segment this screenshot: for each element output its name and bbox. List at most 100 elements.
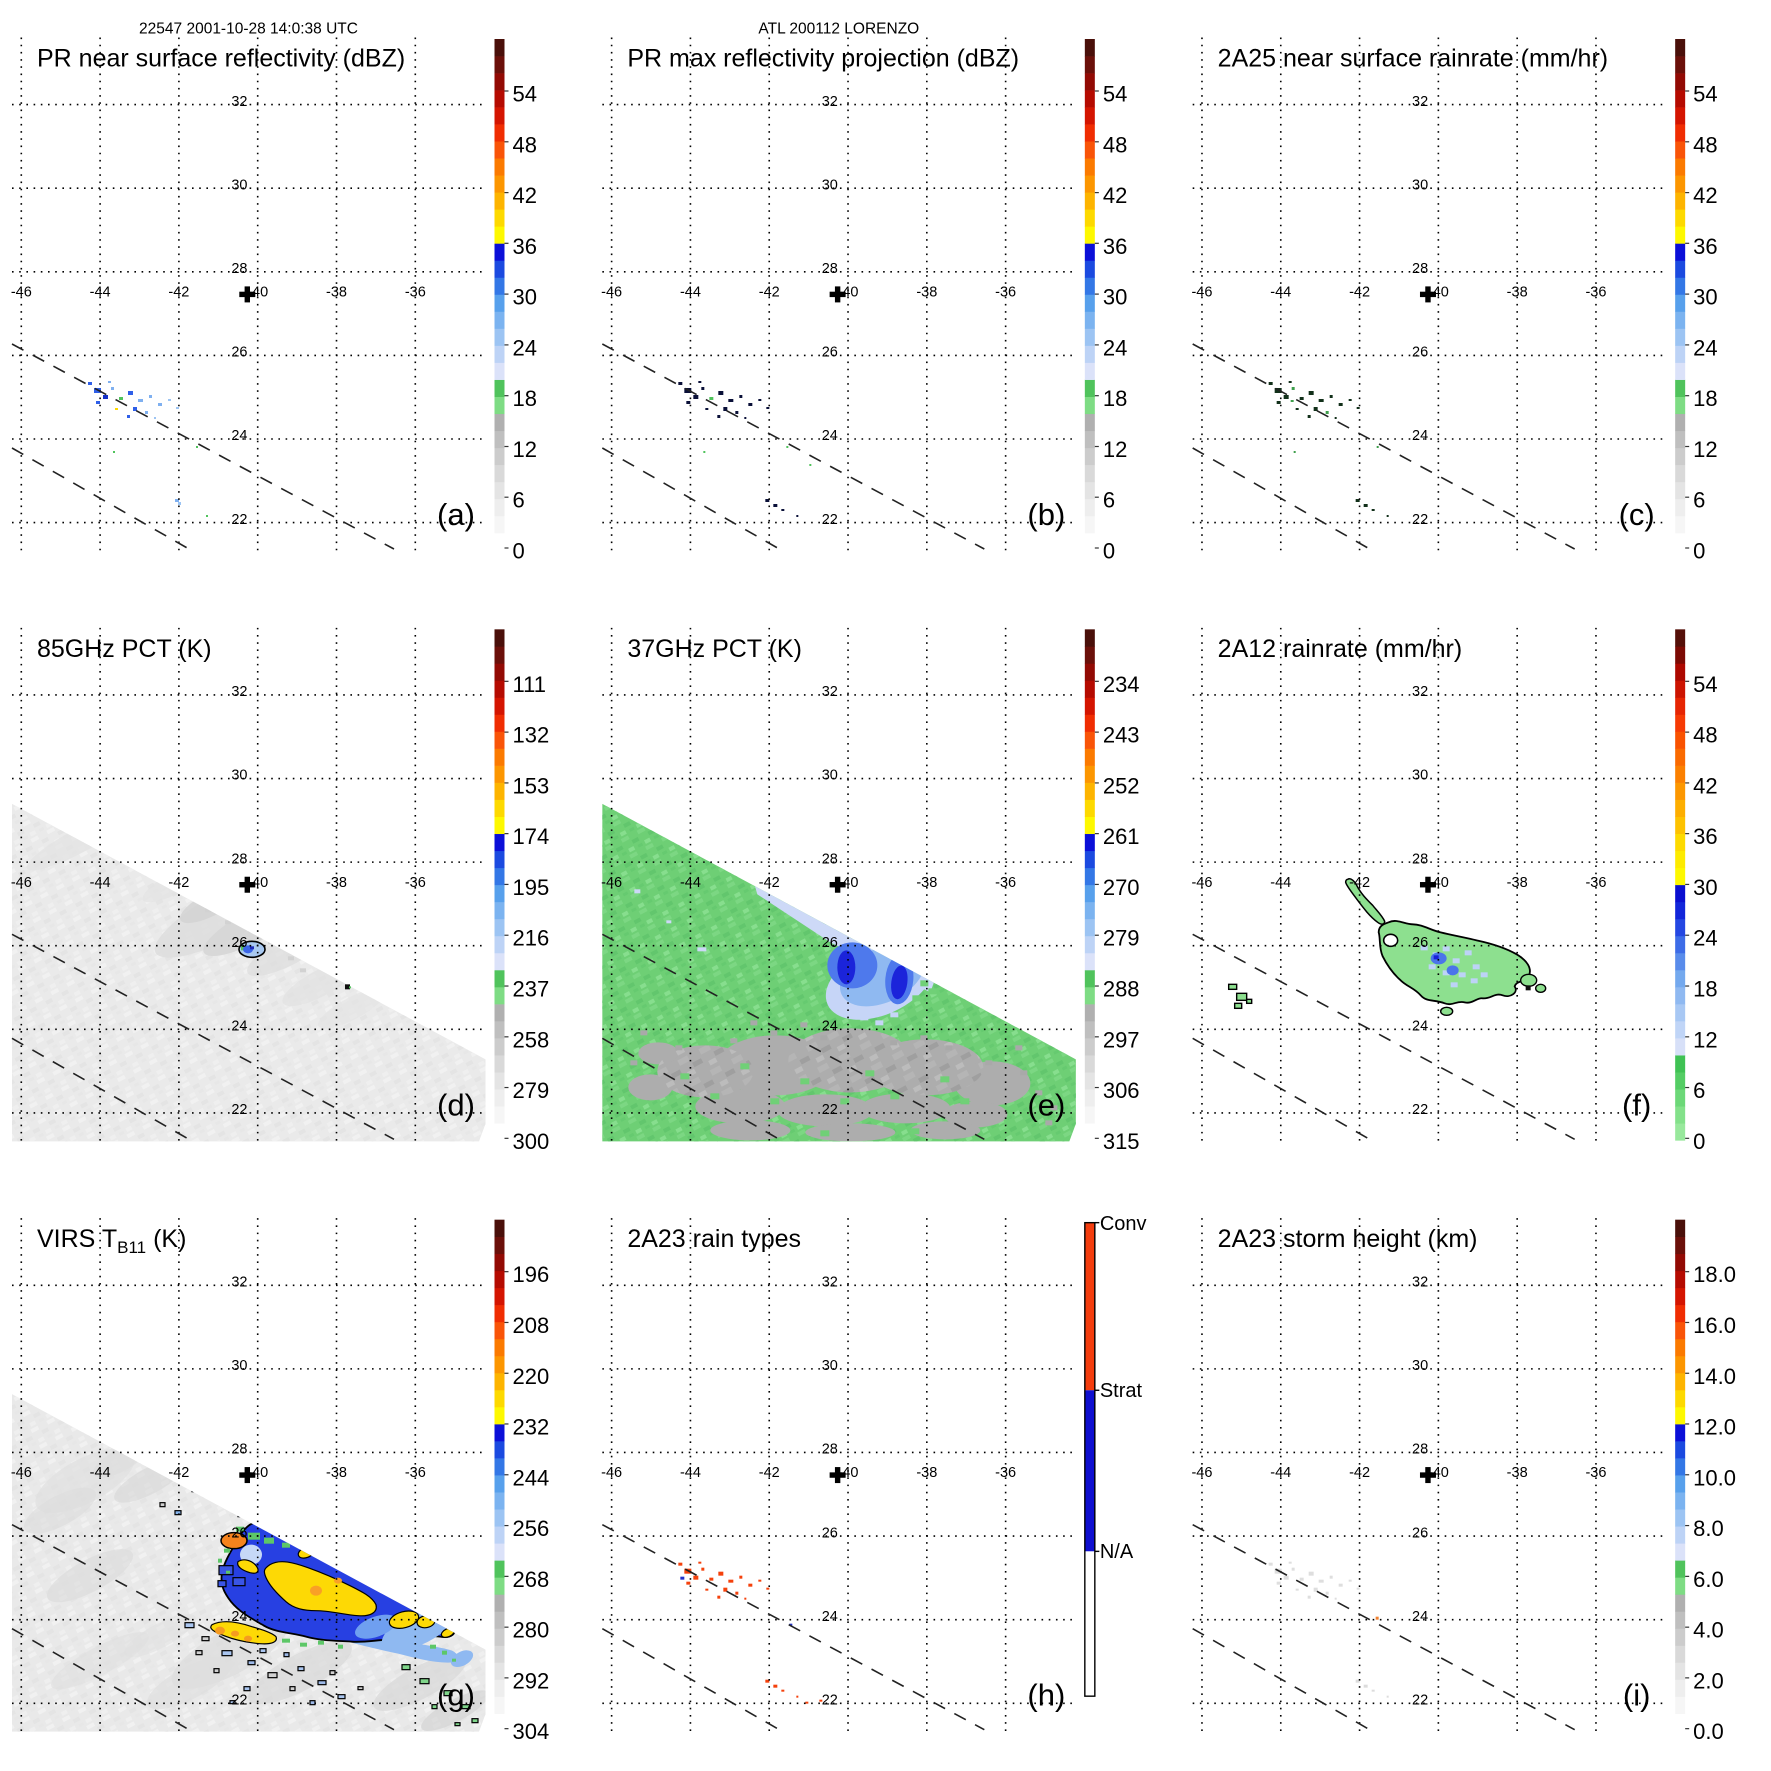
svg-text:42: 42 [1103,183,1127,208]
svg-text:2.0: 2.0 [1693,1668,1724,1693]
svg-text:2A23 rain types: 2A23 rain types [627,1225,801,1253]
svg-text:22547 2001-10-28 14:0:38 UTC: 22547 2001-10-28 14:0:38 UTC [139,21,358,38]
svg-text:12: 12 [1693,1027,1717,1052]
svg-text:195: 195 [513,875,550,900]
svg-text:216: 216 [513,926,550,951]
svg-text:4.0: 4.0 [1693,1618,1724,1643]
svg-text:244: 244 [513,1465,550,1490]
svg-text:220: 220 [513,1364,550,1389]
svg-text:48: 48 [1103,132,1127,157]
svg-text:(e): (e) [1027,1087,1065,1122]
svg-text:208: 208 [513,1313,550,1338]
svg-text:PR near surface reflectivity (: PR near surface reflectivity (dBZ) [37,45,405,73]
svg-text:30: 30 [513,285,537,310]
svg-text:2A12 rainrate (mm/hr): 2A12 rainrate (mm/hr) [1218,635,1463,663]
svg-text:(a): (a) [437,497,475,532]
svg-text:30: 30 [1693,875,1717,900]
svg-text:6: 6 [1693,488,1705,513]
svg-text:18.0: 18.0 [1693,1262,1736,1287]
svg-text:261: 261 [1103,824,1140,849]
svg-text:6.0: 6.0 [1693,1567,1724,1592]
svg-text:(i): (i) [1623,1678,1651,1713]
svg-text:174: 174 [513,824,550,849]
svg-text:315: 315 [1103,1129,1140,1154]
svg-text:24: 24 [1103,335,1127,360]
svg-text:(b): (b) [1027,497,1065,532]
svg-text:30: 30 [1693,285,1717,310]
svg-text:304: 304 [513,1719,550,1744]
svg-text:153: 153 [513,773,550,798]
svg-text:18: 18 [1693,977,1717,1002]
svg-text:279: 279 [513,1078,550,1103]
svg-text:12.0: 12.0 [1693,1414,1736,1439]
svg-text:18: 18 [1103,386,1127,411]
svg-text:292: 292 [513,1668,550,1693]
svg-text:ATL 200112 LORENZO: ATL 200112 LORENZO [758,21,919,38]
svg-text:0: 0 [513,539,525,564]
svg-text:0: 0 [1693,539,1705,564]
svg-text:16.0: 16.0 [1693,1313,1736,1338]
svg-text:6: 6 [513,488,525,513]
svg-text:234: 234 [1103,672,1140,697]
svg-text:252: 252 [1103,773,1140,798]
svg-text:24: 24 [1693,335,1717,360]
svg-text:(g): (g) [437,1678,475,1713]
svg-text:48: 48 [1693,132,1717,157]
svg-text:280: 280 [513,1618,550,1643]
svg-text:42: 42 [1693,183,1717,208]
svg-text:VIRS TB11 (K): VIRS TB11 (K) [37,1225,186,1257]
svg-text:14.0: 14.0 [1693,1364,1736,1389]
svg-text:279: 279 [1103,926,1140,951]
svg-text:300: 300 [513,1129,550,1154]
svg-text:2A23 storm height (km): 2A23 storm height (km) [1218,1225,1478,1253]
svg-text:12: 12 [1103,437,1127,462]
svg-text:48: 48 [1693,723,1717,748]
svg-text:8.0: 8.0 [1693,1516,1724,1541]
svg-text:0: 0 [1693,1129,1705,1154]
svg-text:270: 270 [1103,875,1140,900]
svg-text:12: 12 [1693,437,1717,462]
svg-text:297: 297 [1103,1027,1140,1052]
svg-text:6: 6 [1103,488,1115,513]
svg-text:85GHz PCT (K): 85GHz PCT (K) [37,635,212,663]
svg-text:(c): (c) [1619,497,1655,532]
svg-text:54: 54 [513,82,537,107]
svg-text:18: 18 [1693,386,1717,411]
svg-text:37GHz PCT (K): 37GHz PCT (K) [627,635,802,663]
svg-text:PR max reflectivity projection: PR max reflectivity projection (dBZ) [627,45,1019,73]
svg-text:54: 54 [1693,672,1717,697]
svg-text:24: 24 [1693,926,1717,951]
svg-text:306: 306 [1103,1078,1140,1103]
svg-text:N/A: N/A [1100,1541,1134,1563]
svg-text:0.0: 0.0 [1693,1719,1724,1744]
svg-text:232: 232 [513,1414,550,1439]
svg-text:12: 12 [513,437,537,462]
svg-text:36: 36 [1103,234,1127,259]
svg-text:(d): (d) [437,1087,475,1122]
svg-text:268: 268 [513,1567,550,1592]
svg-text:256: 256 [513,1516,550,1541]
svg-text:30: 30 [1103,285,1127,310]
svg-text:54: 54 [1693,82,1717,107]
svg-text:288: 288 [1103,977,1140,1002]
svg-text:36: 36 [513,234,537,259]
svg-text:42: 42 [513,183,537,208]
svg-text:42: 42 [1693,773,1717,798]
svg-text:10.0: 10.0 [1693,1465,1736,1490]
svg-text:36: 36 [1693,234,1717,259]
svg-text:0: 0 [1103,539,1115,564]
svg-text:18: 18 [513,386,537,411]
svg-text:48: 48 [513,132,537,157]
svg-text:258: 258 [513,1027,550,1052]
svg-text:(h): (h) [1027,1678,1065,1713]
svg-text:Strat: Strat [1100,1380,1143,1402]
svg-text:237: 237 [513,977,550,1002]
svg-text:(f): (f) [1622,1087,1651,1122]
svg-text:2A25 near surface rainrate (mm: 2A25 near surface rainrate (mm/hr) [1218,45,1608,73]
svg-text:243: 243 [1103,723,1140,748]
svg-text:132: 132 [513,723,550,748]
svg-text:36: 36 [1693,824,1717,849]
svg-text:54: 54 [1103,82,1127,107]
svg-text:111: 111 [513,672,546,697]
svg-text:6: 6 [1693,1078,1705,1103]
